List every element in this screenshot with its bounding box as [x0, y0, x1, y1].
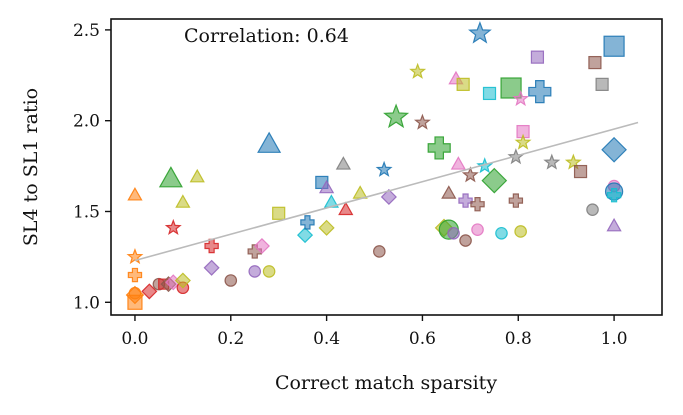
scatter-point: [253, 237, 270, 255]
x-tick-label: 0.2: [217, 329, 244, 349]
x-tick-label: 0.4: [313, 329, 340, 349]
scatter-point: [441, 185, 457, 199]
scatter-point: [514, 225, 527, 238]
scatter-point: [158, 166, 183, 188]
scatter-point: [174, 272, 191, 289]
scatter-point: [262, 265, 276, 278]
scatter-point: [413, 113, 431, 130]
scatter-point: [606, 217, 622, 232]
scatter-point: [528, 80, 552, 104]
scatter-point: [127, 187, 143, 201]
scatter-point: [447, 226, 460, 240]
scatter-point: [257, 131, 282, 153]
scatter-point: [601, 136, 627, 163]
x-tick-label: 1.0: [601, 329, 628, 349]
scatter-point: [495, 226, 508, 240]
plot-frame: [110, 18, 663, 316]
scatter-point: [175, 194, 191, 208]
y-axis-label: SL4 to SL1 ratio: [20, 88, 42, 246]
y-tick-label: 1.5: [73, 202, 100, 222]
scatter-point: [352, 185, 368, 199]
scatter-point: [456, 77, 470, 91]
scatter-point: [203, 259, 220, 276]
scatter-point: [458, 193, 473, 208]
y-axis: 1.0 1.5 2.0 2.5: [73, 21, 111, 313]
y-tick-label: 2.5: [73, 21, 100, 41]
x-tick-label: 0.6: [409, 329, 436, 349]
y-tick-label: 2.0: [73, 112, 100, 132]
x-axis-label: Correct match sparsity: [275, 372, 497, 394]
scatter-point: [595, 77, 609, 91]
scatter-point: [373, 245, 386, 258]
scatter-point: [586, 203, 599, 216]
scatter-point: [128, 286, 142, 300]
scatter-point: [606, 187, 622, 203]
scatter-point: [427, 136, 451, 160]
scatter-point: [461, 166, 479, 183]
scatter-point: [127, 267, 143, 283]
scatter-point: [335, 156, 352, 170]
scatter-point: [300, 215, 315, 230]
scatter-point: [204, 238, 219, 254]
scatter-point: [164, 218, 182, 236]
scatter-point: [380, 188, 397, 206]
scatter-point: [141, 283, 158, 300]
scatter-point: [514, 133, 532, 150]
y-tick-label: 1.0: [73, 293, 100, 313]
scatter-point: [588, 55, 602, 70]
scatter-point: [530, 50, 545, 64]
scatter-point: [272, 206, 286, 220]
scatter-point: [543, 153, 561, 170]
scatter-point: [573, 164, 588, 179]
scatter-point: [482, 86, 497, 101]
scatter-point: [383, 103, 410, 129]
scatter-point: [248, 265, 262, 278]
x-tick-label: 0.0: [121, 329, 148, 349]
scatter-point: [296, 227, 314, 244]
correlation-annotation: Correlation: 0.64: [184, 25, 349, 47]
scatter-point: [603, 35, 625, 57]
x-tick-label: 0.8: [505, 329, 532, 349]
scatter-point: [564, 153, 582, 170]
scatter-point: [375, 160, 393, 177]
scatter-point: [189, 168, 205, 183]
trend-line: [134, 121, 639, 262]
scatter-point: [471, 223, 484, 236]
scatter-point: [338, 201, 354, 216]
scatter-point: [409, 62, 427, 79]
scatter-point: [500, 77, 522, 99]
scatter-point: [318, 179, 335, 194]
x-axis: 0.0 0.2 0.4 0.6 0.8 1.0: [121, 315, 628, 349]
scatter-point: [512, 89, 530, 107]
scatter-point: [481, 167, 508, 194]
scatter-point: [459, 234, 472, 247]
data-points: [125, 21, 627, 310]
scatter-point: [470, 197, 485, 212]
scatter-point: [468, 21, 492, 44]
scatter-point: [318, 219, 335, 236]
scatter-point: [224, 274, 238, 287]
scatter-point: [126, 247, 144, 265]
scatter-point: [508, 193, 524, 208]
scatter-point: [450, 156, 466, 170]
